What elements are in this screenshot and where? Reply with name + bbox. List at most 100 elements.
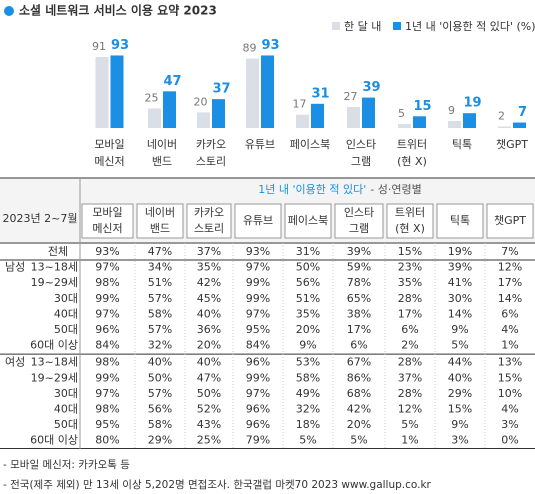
- table-title-sub: - 성·연령별: [370, 183, 421, 196]
- column-header: 유튜브: [243, 214, 273, 227]
- table-cell: 97%: [95, 307, 119, 320]
- column-header-cell: [136, 203, 184, 239]
- column-header-cell: [386, 203, 434, 239]
- bar: [362, 97, 375, 128]
- table-cell: 20%: [347, 418, 371, 431]
- table-cell: 50%: [296, 261, 320, 274]
- value-label: 89: [243, 42, 257, 55]
- bar: [197, 112, 210, 128]
- table-cell: 36%: [197, 323, 221, 336]
- footnote: - 전국(제주 제외) 만 13세 이상 5,202명 면접조사. 한국갤럽 마…: [3, 478, 432, 491]
- table-cell: 52%: [197, 403, 221, 416]
- table-cell: 4%: [501, 403, 518, 416]
- table-cell: 18%: [296, 418, 320, 431]
- row-label: 13~18세: [31, 261, 78, 274]
- column-header: 트위터: [395, 206, 425, 219]
- category-label: 밴드: [152, 155, 172, 168]
- table-cell: 57%: [148, 323, 172, 336]
- category-label: (현 X): [397, 155, 427, 168]
- table-cell: 15%: [498, 371, 522, 384]
- table-cell: 35%: [197, 261, 221, 274]
- value-label: 93: [261, 38, 279, 53]
- value-label: 17: [293, 98, 307, 111]
- column-header: 메신저: [92, 222, 122, 235]
- table-cell: 65%: [347, 292, 371, 305]
- category-label: 네이버: [147, 138, 177, 151]
- table-cell: 29%: [448, 387, 472, 400]
- footnote: - 모바일 메신저: 카카오톡 등: [3, 458, 130, 471]
- table-cell: 98%: [95, 403, 119, 416]
- value-label: 39: [362, 80, 380, 95]
- table-cell: 57%: [148, 292, 172, 305]
- table-cell: 12%: [398, 403, 422, 416]
- table-cell: 39%: [347, 245, 371, 258]
- column-header: 틱톡: [450, 214, 470, 227]
- table-cell: 5%: [350, 434, 367, 447]
- column-header: 밴드: [150, 222, 170, 235]
- table-cell: 34%: [148, 261, 172, 274]
- row-label: 19~29세: [31, 371, 78, 384]
- table-cell: 9%: [299, 339, 316, 352]
- value-label: 20: [194, 95, 208, 108]
- table-cell: 29%: [148, 434, 172, 447]
- table-title-main: 1년 내 '이용한 적 있다': [258, 183, 366, 196]
- table-cell: 37%: [398, 371, 422, 384]
- column-header: (현 X): [395, 222, 425, 235]
- legend-label: 한 달 내: [344, 20, 381, 33]
- table-cell: 56%: [148, 403, 172, 416]
- table-cell: 3%: [501, 418, 518, 431]
- table-cell: 50%: [197, 387, 221, 400]
- category-label: 페이스북: [290, 138, 330, 151]
- table-cell: 17%: [347, 323, 371, 336]
- bar: [163, 91, 176, 128]
- table-cell: 97%: [95, 261, 119, 274]
- title-dot: [4, 6, 14, 16]
- table-cell: 19%: [448, 245, 472, 258]
- table-cell: 98%: [95, 276, 119, 289]
- column-header-cell: [234, 203, 282, 239]
- table-cell: 40%: [448, 371, 472, 384]
- table-cell: 42%: [347, 403, 371, 416]
- table-cell: 56%: [296, 276, 320, 289]
- legend-swatch: [393, 22, 401, 30]
- table-cell: 43%: [197, 418, 221, 431]
- category-label: 카카오: [196, 138, 226, 151]
- value-label: 27: [344, 90, 358, 103]
- table-cell: 17%: [398, 307, 422, 320]
- table-cell: 99%: [246, 292, 270, 305]
- table-cell: 58%: [296, 371, 320, 384]
- group-label: 남성: [5, 261, 25, 274]
- table-cell: 45%: [197, 292, 221, 305]
- row-label: 40대: [54, 307, 78, 320]
- column-header-cell: [436, 203, 484, 239]
- column-header: 네이버: [145, 206, 175, 219]
- table-cell: 1%: [401, 434, 418, 447]
- table-cell: 17%: [498, 276, 522, 289]
- table-cell: 79%: [246, 434, 270, 447]
- table-cell: 80%: [95, 434, 119, 447]
- value-label: 31: [311, 86, 329, 101]
- bar: [261, 55, 274, 128]
- table-cell: 3%: [451, 434, 468, 447]
- bar: [513, 122, 526, 128]
- row-label: 60대 이상: [30, 339, 78, 352]
- bar: [498, 126, 511, 128]
- table-cell: 9%: [451, 418, 468, 431]
- table-cell: 96%: [95, 323, 119, 336]
- category-label: 그램: [351, 155, 371, 168]
- table-cell: 5%: [299, 434, 316, 447]
- bar: [448, 120, 461, 128]
- table-cell: 67%: [347, 356, 371, 369]
- value-label: 47: [163, 74, 181, 89]
- table-cell: 53%: [296, 356, 320, 369]
- table-cell: 97%: [95, 387, 119, 400]
- table-cell: 5%: [401, 418, 418, 431]
- category-label: 메신저: [94, 155, 124, 168]
- column-header: 스토리: [194, 222, 224, 235]
- table-cell: 59%: [347, 261, 371, 274]
- row-label: 전체: [48, 245, 68, 258]
- table-cell: 99%: [95, 371, 119, 384]
- table-cell: 86%: [347, 371, 371, 384]
- table-cell: 41%: [448, 276, 472, 289]
- column-header: 페이스북: [288, 214, 328, 227]
